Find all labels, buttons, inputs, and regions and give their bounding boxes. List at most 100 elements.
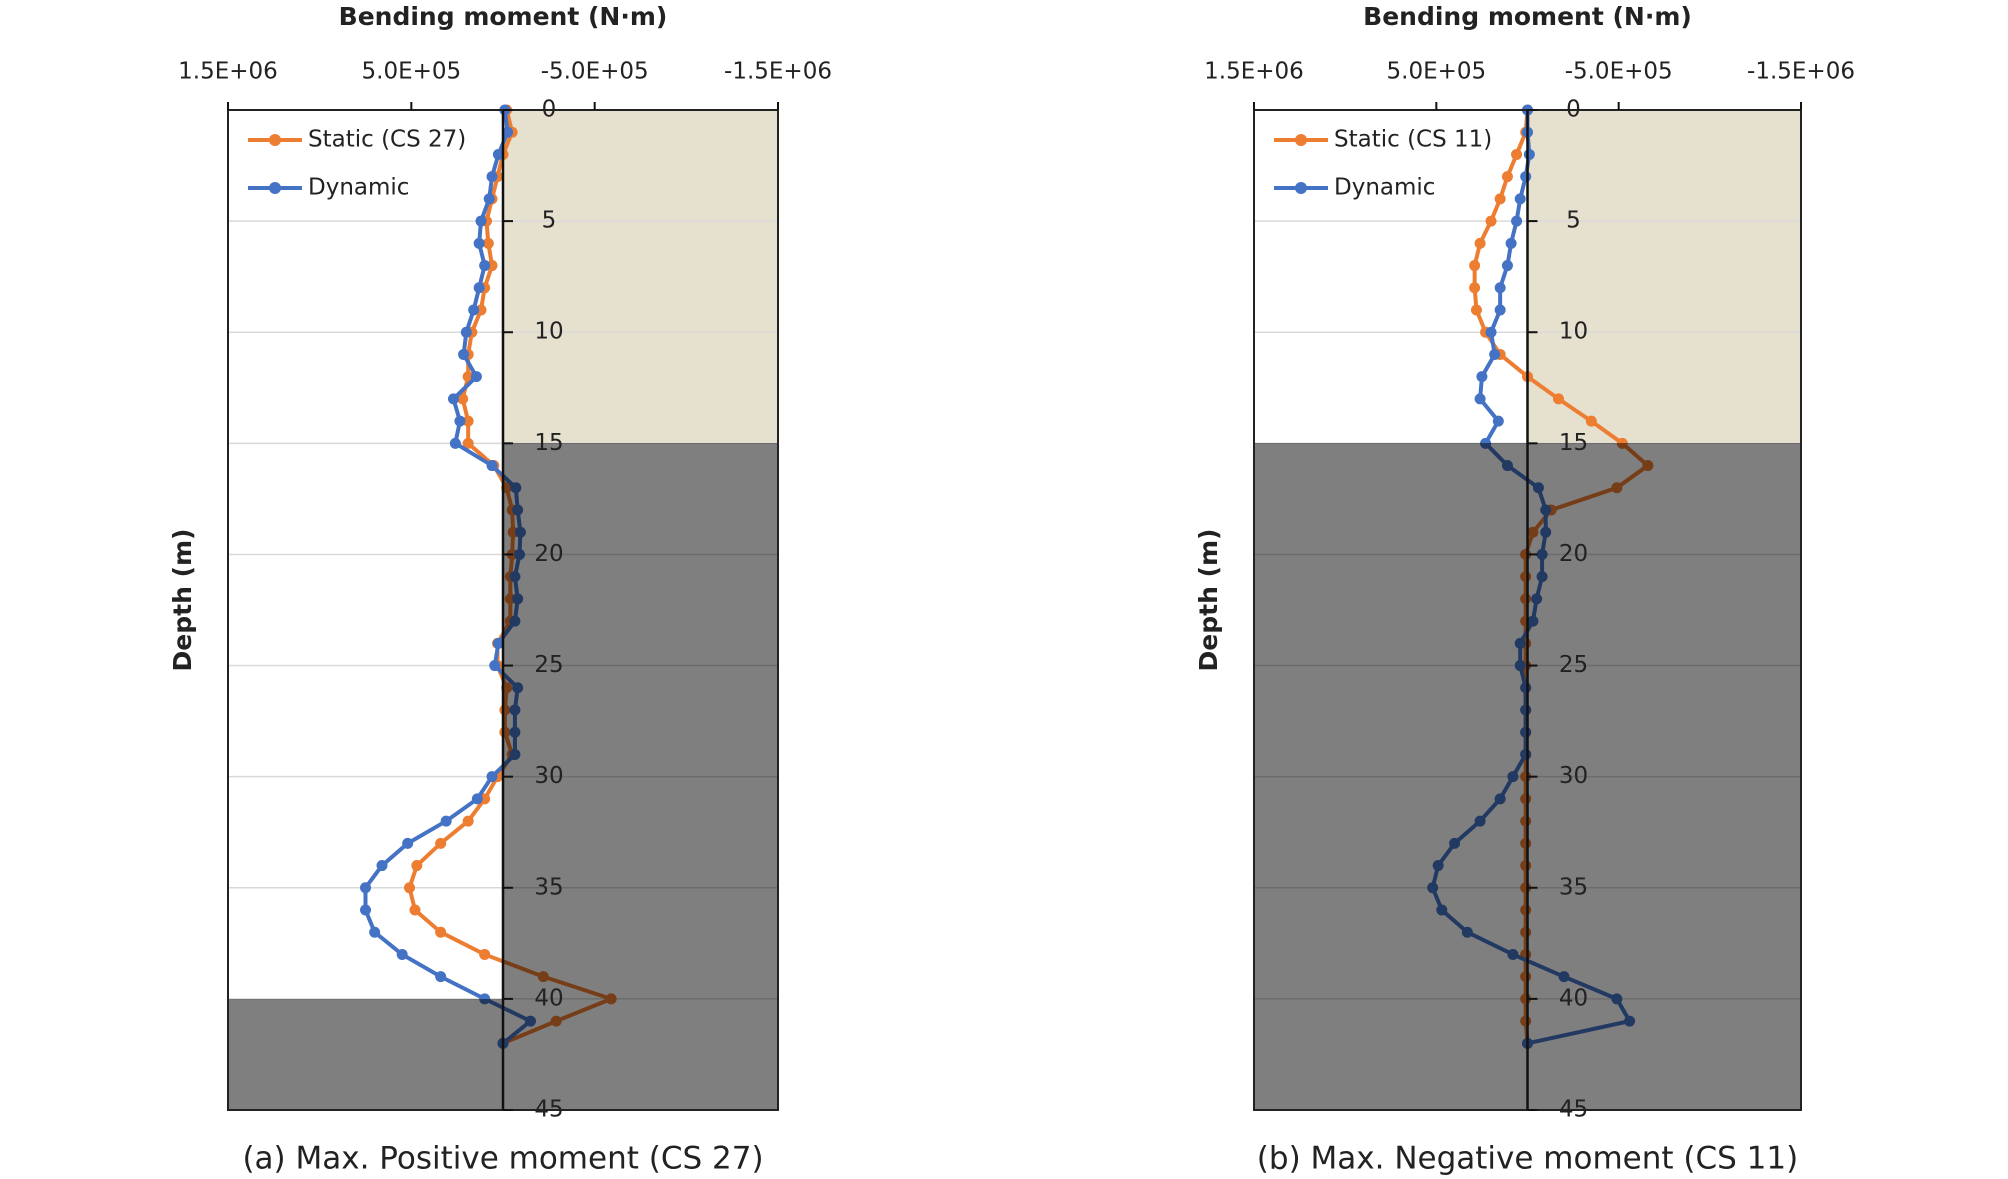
y-tick-label: 45 xyxy=(1559,1097,1588,1123)
y-tick-label: 40 xyxy=(534,985,563,1011)
legend-marker xyxy=(269,134,281,146)
data-point xyxy=(1485,215,1497,227)
y-tick-label: 5 xyxy=(1566,208,1581,234)
y-tick-label: 45 xyxy=(534,1097,563,1123)
soil-layer xyxy=(503,443,778,1110)
y-tick-label: 25 xyxy=(1559,652,1588,678)
x-tick-label: -1.5E+06 xyxy=(1747,59,1855,85)
legend-label: Dynamic xyxy=(308,175,409,201)
data-point xyxy=(468,304,480,316)
data-point xyxy=(1485,326,1497,338)
data-point xyxy=(411,860,423,872)
data-point xyxy=(470,371,482,383)
data-point xyxy=(1520,171,1532,183)
data-point xyxy=(489,660,501,672)
data-point xyxy=(360,882,371,894)
data-point xyxy=(440,815,452,827)
y-tick-label: 10 xyxy=(534,319,563,345)
x-tick-label: -5.0E+05 xyxy=(1565,59,1673,85)
data-point xyxy=(1501,260,1513,272)
data-point xyxy=(1511,215,1523,227)
legend-label: Static (CS 27) xyxy=(308,127,466,153)
y-tick-label: 25 xyxy=(534,652,563,678)
data-point xyxy=(1511,148,1523,160)
data-point xyxy=(1494,304,1506,316)
data-point xyxy=(1501,171,1513,183)
data-point xyxy=(502,126,514,138)
soil-layer xyxy=(1254,443,1528,1110)
data-point xyxy=(486,171,498,183)
data-point xyxy=(1489,348,1501,360)
data-point xyxy=(1585,415,1597,427)
y-tick-label: 30 xyxy=(534,763,563,789)
x-tick-label: -1.5E+06 xyxy=(724,59,832,85)
data-point xyxy=(462,437,474,449)
data-point xyxy=(473,282,485,294)
data-point xyxy=(475,215,487,227)
axis-title: Bending moment (N·m) xyxy=(339,2,668,31)
y-tick-label: 20 xyxy=(534,541,563,567)
x-tick-label: -5.0E+05 xyxy=(541,59,649,85)
soil-layer xyxy=(1527,110,1801,443)
data-point xyxy=(479,948,491,960)
y-tick-label: 40 xyxy=(1559,985,1588,1011)
data-point xyxy=(1469,260,1481,272)
data-point xyxy=(454,415,466,427)
data-point xyxy=(1494,193,1506,205)
data-point xyxy=(1514,193,1526,205)
axis-title: Depth (m) xyxy=(168,529,197,672)
soil-layer xyxy=(1527,443,1801,1110)
data-point xyxy=(486,771,498,783)
data-point xyxy=(1470,304,1482,316)
data-point xyxy=(482,237,494,249)
data-point xyxy=(486,460,498,472)
legend-label: Static (CS 11) xyxy=(1334,127,1492,153)
data-point xyxy=(404,882,415,894)
y-tick-label: 20 xyxy=(1559,541,1588,567)
data-point xyxy=(492,637,504,649)
data-point xyxy=(448,393,459,405)
data-point xyxy=(460,326,472,338)
data-point xyxy=(435,837,447,849)
soil-layer xyxy=(228,999,503,1110)
y-tick-label: 15 xyxy=(1559,430,1588,456)
legend-label: Dynamic xyxy=(1334,175,1435,201)
legend-marker xyxy=(269,182,281,194)
data-point xyxy=(1476,371,1488,383)
y-tick-label: 35 xyxy=(534,874,563,900)
data-point xyxy=(396,948,408,960)
y-tick-label: 0 xyxy=(1566,97,1581,123)
data-point xyxy=(360,904,371,916)
legend-marker xyxy=(1295,182,1307,194)
data-point xyxy=(1552,393,1564,405)
x-tick-label: 1.5E+06 xyxy=(1204,59,1304,85)
data-point xyxy=(1469,282,1481,294)
data-point xyxy=(479,260,491,272)
soil-layer xyxy=(503,110,778,443)
data-point xyxy=(471,793,483,805)
y-tick-label: 30 xyxy=(1559,763,1588,789)
x-tick-label: 5.0E+05 xyxy=(1387,59,1487,85)
data-point xyxy=(457,393,469,405)
data-point xyxy=(1505,237,1517,249)
data-point xyxy=(473,237,485,249)
data-point xyxy=(483,193,495,205)
y-tick-label: 5 xyxy=(542,208,557,234)
x-tick-label: 5.0E+05 xyxy=(362,59,462,85)
data-point xyxy=(1474,393,1486,405)
data-point xyxy=(435,926,447,938)
caption: (a) Max. Positive moment (CS 27) xyxy=(242,1141,763,1177)
data-point xyxy=(402,837,414,849)
caption: (b) Max. Negative moment (CS 11) xyxy=(1257,1141,1798,1177)
data-point xyxy=(409,904,421,916)
data-point xyxy=(1523,148,1535,160)
data-point xyxy=(462,815,474,827)
data-point xyxy=(462,415,474,427)
data-point xyxy=(435,971,447,983)
data-point xyxy=(458,348,470,360)
legend-marker xyxy=(1295,134,1307,146)
data-point xyxy=(369,926,381,938)
data-point xyxy=(1474,237,1486,249)
y-tick-label: 10 xyxy=(1559,319,1588,345)
